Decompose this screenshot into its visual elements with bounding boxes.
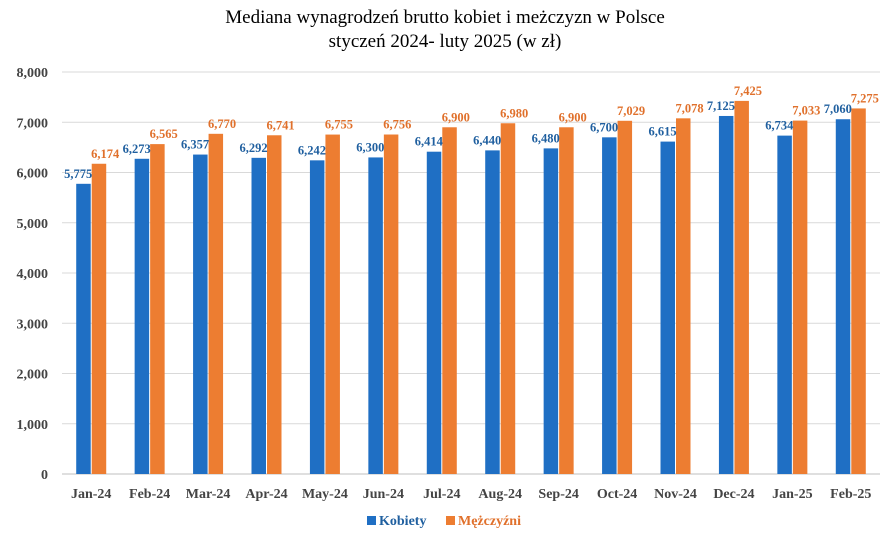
bar-kobiety	[602, 137, 617, 474]
x-tick-label: Aug-24	[478, 487, 522, 502]
y-tick-label: 7,000	[17, 116, 49, 131]
x-tick-label: Jul-24	[423, 487, 460, 502]
legend: Kobiety Mężczyźni	[367, 514, 521, 529]
y-tick-label: 1,000	[17, 418, 49, 433]
data-label: 7,078	[675, 101, 703, 115]
bar-kobiety	[543, 148, 559, 474]
bar-mezczyzni	[734, 100, 749, 475]
data-label: 6,900	[559, 110, 587, 124]
y-tick-label: 2,000	[17, 368, 49, 383]
x-tick-label: Jan-24	[71, 487, 111, 502]
data-label: 6,242	[298, 143, 326, 157]
bar-mezczyzni	[442, 127, 457, 475]
gridlines	[62, 71, 880, 475]
data-label: 6,741	[266, 118, 294, 132]
x-tick-label: Feb-24	[129, 487, 170, 502]
y-tick-label: 4,000	[17, 267, 49, 282]
bar-kobiety	[309, 160, 325, 475]
bar-mezczyzni	[792, 120, 808, 475]
data-label: 7,029	[617, 104, 645, 118]
x-tick-label: Mar-24	[186, 487, 231, 502]
y-tick-label: 3,000	[17, 317, 49, 332]
y-axis-ticks: 0 1,000 2,000 3,000 4,000 5,000 6,000 7,000 8,00…	[17, 66, 49, 483]
bar-mezczyzni	[676, 118, 691, 474]
legend-label: Mężczyźni	[458, 514, 521, 529]
data-label: 6,734	[765, 119, 794, 133]
bar-mezczyzni	[617, 120, 633, 474]
legend-swatch	[367, 516, 376, 525]
x-axis-ticks: Jan-24 Feb-24 Mar-24 Apr-24 May-24 Jun-24 Jul-…	[71, 487, 871, 502]
bar-mezczyzni	[383, 134, 399, 475]
bar-mezczyzni	[325, 134, 340, 474]
bar-mezczyzni	[851, 108, 866, 475]
data-label: 6,292	[239, 141, 267, 155]
data-label: 6,755	[325, 118, 353, 132]
x-tick-label: Oct-24	[597, 487, 637, 502]
bars	[76, 100, 866, 475]
bar-kobiety	[134, 158, 150, 475]
y-tick-label: 8,000	[17, 66, 49, 81]
data-label: 7,033	[792, 104, 820, 118]
data-label: 6,357	[181, 138, 209, 152]
x-tick-label: Apr-24	[245, 487, 287, 502]
data-label: 7,425	[734, 84, 762, 98]
x-tick-label: Jan-25	[772, 487, 812, 502]
bar-kobiety	[835, 119, 851, 475]
bar-kobiety	[718, 115, 734, 474]
x-tick-label: Feb-25	[830, 487, 871, 502]
data-label: 6,565	[150, 127, 178, 141]
data-label: 6,756	[383, 118, 411, 132]
x-tick-label: May-24	[302, 487, 348, 502]
y-tick-label: 0	[41, 468, 48, 483]
legend-label: Kobiety	[379, 514, 426, 529]
bar-mezczyzni	[559, 127, 574, 475]
data-label: 6,440	[473, 133, 501, 147]
y-tick-label: 6,000	[17, 167, 49, 182]
bar-kobiety	[660, 141, 675, 474]
y-tick-label: 5,000	[17, 217, 49, 232]
data-label: 6,273	[123, 142, 151, 156]
data-label: 5,775	[64, 167, 92, 181]
data-label: 6,300	[356, 140, 384, 154]
bar-mezczyzni	[150, 144, 165, 474]
data-label: 6,615	[648, 125, 676, 139]
data-label: 6,700	[590, 120, 618, 134]
x-tick-label: Nov-24	[654, 487, 697, 502]
data-label: 6,770	[208, 117, 236, 131]
legend-swatch	[446, 516, 455, 525]
data-label: 6,900	[442, 110, 470, 124]
x-tick-label: Jun-24	[363, 487, 404, 502]
bar-mezczyzni	[91, 163, 107, 474]
bar-kobiety	[251, 157, 266, 474]
chart-title-line2: styczeń 2024- luty 2025 (w zł)	[329, 31, 562, 52]
data-label: 7,060	[824, 102, 852, 116]
bar-kobiety	[368, 157, 383, 475]
bar-kobiety	[777, 135, 792, 474]
data-label: 7,275	[851, 91, 879, 105]
bar-mezczyzni	[208, 133, 224, 474]
data-label: 6,174	[91, 147, 120, 161]
bar-kobiety	[426, 151, 442, 474]
bar-kobiety	[76, 183, 91, 474]
data-label: 7,125	[707, 99, 735, 113]
x-tick-label: Dec-24	[713, 487, 754, 502]
data-label: 6,480	[532, 131, 560, 145]
chart-title-line1: Mediana wynagrodzeń brutto kobiet i meżc…	[225, 7, 665, 28]
data-label: 6,980	[500, 106, 528, 120]
bar-kobiety	[485, 150, 500, 474]
bar-mezczyzni	[500, 123, 516, 474]
bar-kobiety	[193, 154, 208, 475]
x-tick-label: Sep-24	[538, 487, 578, 502]
bar-mezczyzni	[267, 135, 282, 474]
data-label: 6,414	[415, 135, 444, 149]
